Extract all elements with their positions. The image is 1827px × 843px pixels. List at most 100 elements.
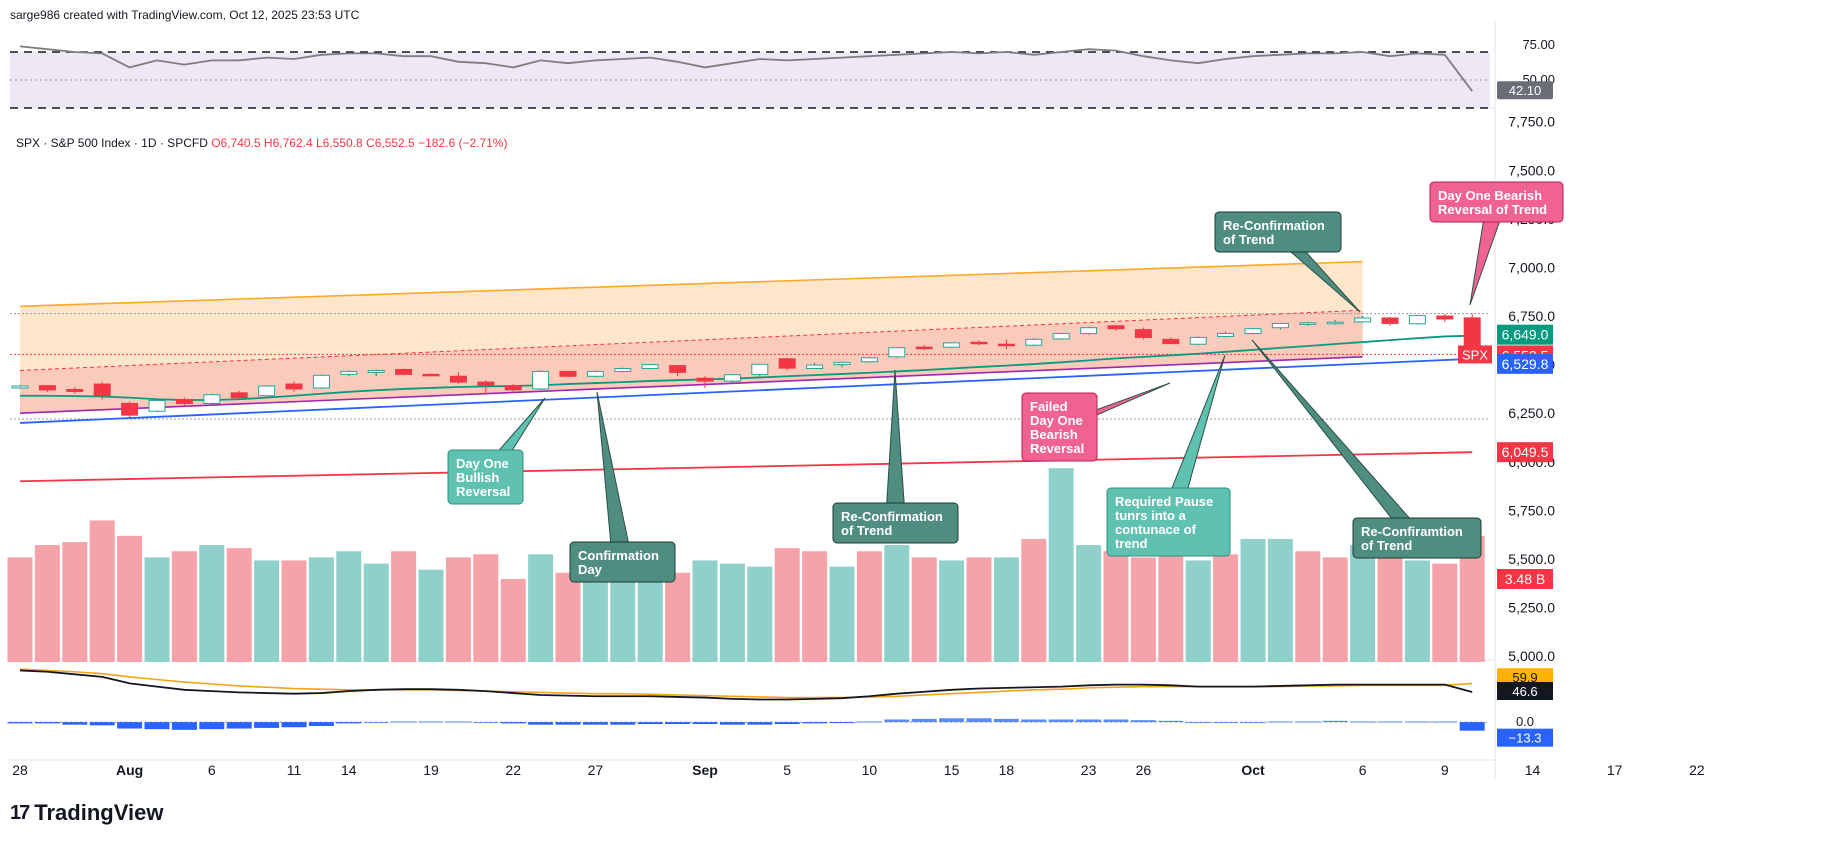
candle bbox=[806, 362, 824, 370]
time-tick-label: 15 bbox=[944, 762, 960, 778]
candle-body bbox=[1217, 333, 1235, 337]
price-tick-label: 6,750.0 bbox=[1508, 308, 1555, 324]
macd-histogram-bar bbox=[1404, 721, 1430, 723]
macd-hist-value: −13.3 bbox=[1509, 731, 1542, 746]
candle bbox=[121, 401, 139, 418]
candle-body bbox=[148, 400, 166, 412]
macd-histogram-bar bbox=[418, 721, 444, 723]
candle-body bbox=[943, 342, 961, 348]
volume-bar bbox=[665, 572, 691, 662]
volume-bar bbox=[281, 560, 307, 662]
candle bbox=[312, 374, 330, 389]
candle-body bbox=[1162, 338, 1180, 345]
candle bbox=[833, 361, 851, 368]
legend-open: O6,740.5 bbox=[211, 136, 261, 150]
candle bbox=[395, 368, 413, 376]
price-tick-label: 5,500.0 bbox=[1508, 551, 1555, 567]
candle bbox=[723, 374, 741, 385]
candle-body bbox=[504, 385, 522, 391]
candle bbox=[1354, 316, 1372, 323]
time-tick-label: 23 bbox=[1081, 762, 1097, 778]
legend-change: −182.6 (−2.71%) bbox=[418, 136, 508, 150]
price-tick-label: 7,500.0 bbox=[1508, 162, 1555, 178]
macd-histogram-bar bbox=[939, 718, 965, 723]
callout-text: Re-Confirmation bbox=[1223, 218, 1325, 233]
candle bbox=[641, 364, 659, 370]
symbol-badge bbox=[1458, 345, 1492, 364]
volume-bar bbox=[1240, 538, 1266, 662]
ma-blue-value: 6,529.8 bbox=[1502, 356, 1549, 372]
volume-bar bbox=[1048, 468, 1074, 662]
volume-bar bbox=[1432, 563, 1458, 662]
time-tick-label: Sep bbox=[692, 762, 718, 778]
channel-top-line bbox=[19, 260, 1363, 308]
macd-histogram-bar bbox=[391, 721, 417, 723]
volume-bar bbox=[500, 578, 526, 662]
macd-histogram-bar bbox=[254, 722, 280, 728]
candle-body bbox=[477, 381, 495, 386]
candle-body bbox=[1052, 333, 1070, 340]
macd-histogram-bar bbox=[528, 722, 554, 725]
callout-text: Day bbox=[578, 562, 603, 577]
candle-body bbox=[1189, 336, 1207, 345]
candle-body bbox=[175, 399, 193, 404]
candle-body bbox=[696, 377, 714, 382]
candle-body bbox=[751, 363, 769, 375]
candle-body bbox=[1244, 328, 1262, 335]
candle bbox=[1052, 332, 1070, 340]
price-tick-label: 6,250.0 bbox=[1508, 405, 1555, 421]
candle-body bbox=[888, 347, 906, 358]
candle bbox=[1134, 327, 1152, 340]
ma-red-value: 6,049.5 bbox=[1502, 444, 1549, 460]
candle-body bbox=[970, 341, 988, 345]
tradingview-logo[interactable]: 17 TradingView bbox=[10, 800, 163, 826]
candle bbox=[915, 345, 933, 351]
macd-histogram-bar bbox=[665, 722, 691, 725]
candle bbox=[778, 357, 796, 371]
volume-bar bbox=[1158, 542, 1184, 662]
candle-body bbox=[1436, 315, 1454, 320]
volume-bar bbox=[199, 545, 225, 662]
macd-histogram-bar bbox=[1076, 719, 1102, 723]
callout-box bbox=[1106, 487, 1231, 557]
candle-body bbox=[586, 370, 604, 377]
price-tick-label: 7,000.0 bbox=[1508, 259, 1555, 275]
time-tick-label: 22 bbox=[1689, 762, 1705, 778]
candle-body bbox=[778, 358, 796, 369]
volume-bar bbox=[308, 557, 334, 662]
volume-bar bbox=[829, 566, 855, 662]
macd-histogram-bar bbox=[1021, 719, 1047, 723]
legend-close: C6,552.5 bbox=[366, 136, 415, 150]
legend-high: H6,762.4 bbox=[263, 136, 313, 150]
macd-histogram-bar bbox=[226, 722, 252, 729]
macd-histogram-bar bbox=[692, 722, 718, 725]
ma-blue-line bbox=[19, 357, 1473, 424]
macd-histogram-bar bbox=[1295, 721, 1321, 723]
candle bbox=[258, 385, 276, 397]
candle bbox=[696, 376, 714, 388]
candle bbox=[504, 384, 522, 392]
callout-text: Reversal of Trend bbox=[1438, 202, 1547, 217]
tradingview-logo-icon: 17 bbox=[10, 801, 30, 824]
candle bbox=[1025, 338, 1043, 347]
legend-symbol: SPX · S&P 500 Index · 1D · SPCFD bbox=[16, 136, 208, 150]
time-tick-label: 11 bbox=[287, 762, 302, 778]
callout-text: of Trend bbox=[1361, 538, 1412, 553]
candle-body bbox=[1080, 327, 1098, 335]
volume-bar bbox=[1377, 554, 1403, 662]
candle bbox=[148, 399, 166, 413]
volume-bar bbox=[802, 551, 828, 662]
time-tick-label: 17 bbox=[1607, 762, 1623, 778]
candle-body bbox=[1025, 338, 1043, 346]
candle bbox=[93, 382, 111, 400]
candle-body bbox=[367, 369, 385, 373]
callout-box bbox=[832, 502, 959, 544]
candle-body bbox=[93, 383, 111, 397]
macd-histogram-bar bbox=[34, 722, 60, 724]
candle bbox=[340, 370, 358, 377]
volume-bar bbox=[7, 557, 33, 662]
time-tick-label: Oct bbox=[1241, 762, 1265, 778]
callout-text: Failed bbox=[1030, 399, 1068, 414]
volume-bar bbox=[117, 535, 143, 662]
